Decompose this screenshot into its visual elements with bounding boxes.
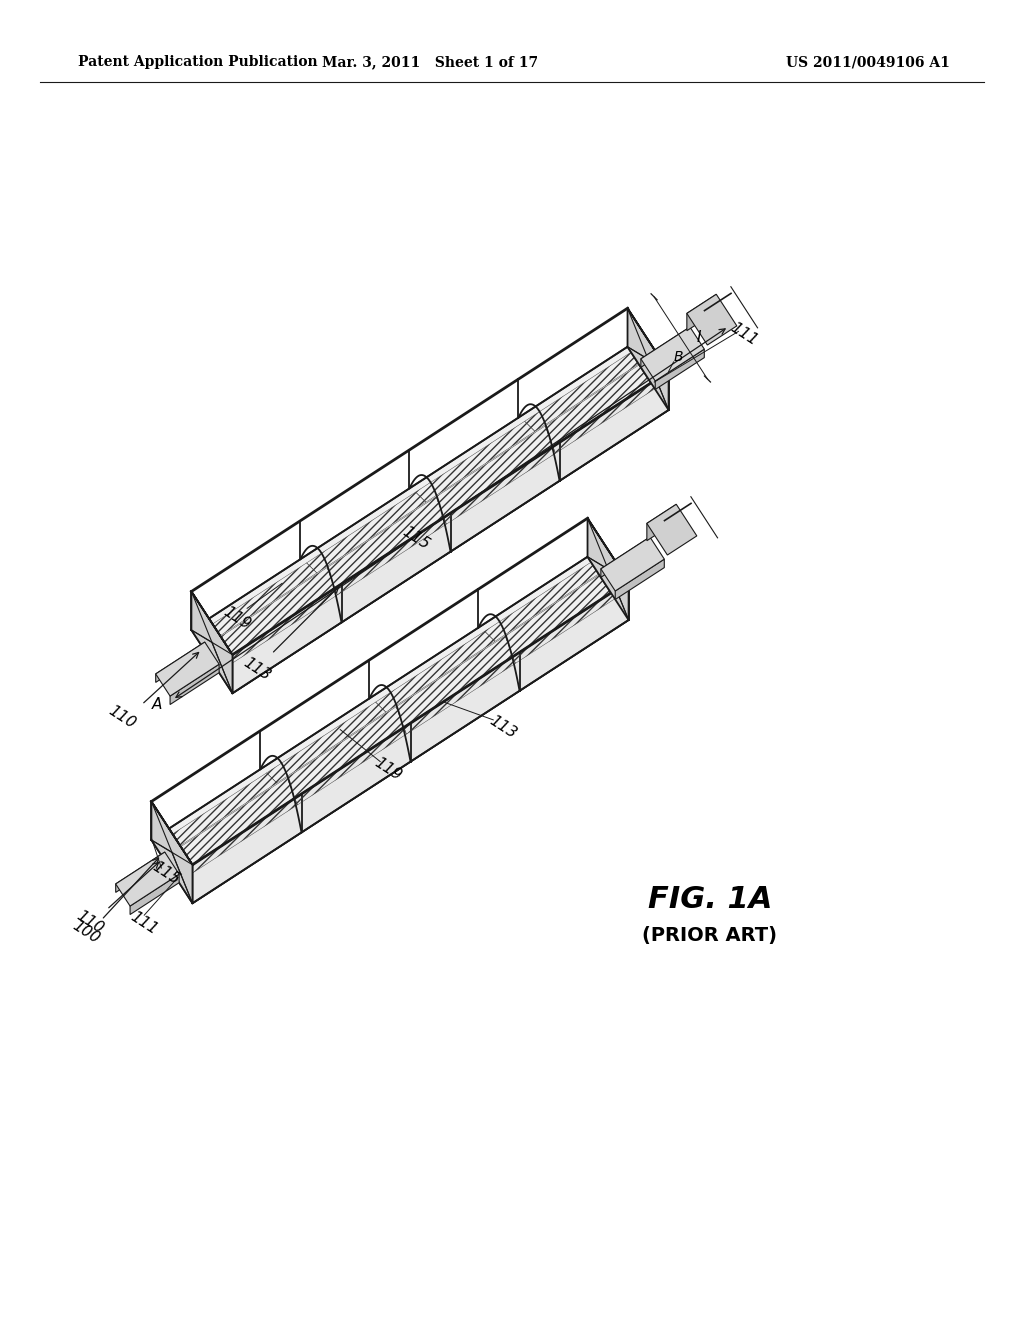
Polygon shape xyxy=(588,519,629,582)
Polygon shape xyxy=(152,801,193,903)
Polygon shape xyxy=(687,294,737,345)
Polygon shape xyxy=(116,853,179,906)
Polygon shape xyxy=(615,560,665,599)
Text: 113: 113 xyxy=(241,655,272,684)
Text: 111: 111 xyxy=(727,321,760,348)
Text: A: A xyxy=(153,697,163,713)
Polygon shape xyxy=(647,504,696,554)
Text: 119: 119 xyxy=(221,605,254,632)
Polygon shape xyxy=(655,348,705,389)
Polygon shape xyxy=(601,537,650,577)
Polygon shape xyxy=(601,537,665,591)
Text: 115: 115 xyxy=(151,859,182,887)
Polygon shape xyxy=(156,642,219,696)
Text: I: I xyxy=(696,330,701,346)
Text: 115: 115 xyxy=(399,524,432,552)
Polygon shape xyxy=(232,371,669,693)
Text: 110: 110 xyxy=(105,704,138,731)
Text: US 2011/0049106 A1: US 2011/0049106 A1 xyxy=(786,55,950,69)
Polygon shape xyxy=(116,853,165,892)
Text: (PRIOR ART): (PRIOR ART) xyxy=(642,925,777,945)
Polygon shape xyxy=(641,327,705,381)
Polygon shape xyxy=(130,874,179,915)
Polygon shape xyxy=(191,591,232,693)
Text: Patent Application Publication: Patent Application Publication xyxy=(78,55,317,69)
Text: 100: 100 xyxy=(70,917,102,946)
Polygon shape xyxy=(687,294,716,331)
Polygon shape xyxy=(193,582,629,903)
Text: Mar. 3, 2011   Sheet 1 of 17: Mar. 3, 2011 Sheet 1 of 17 xyxy=(322,55,538,69)
Polygon shape xyxy=(588,519,629,620)
Polygon shape xyxy=(628,309,669,371)
Polygon shape xyxy=(191,591,232,655)
Text: 111: 111 xyxy=(128,909,161,937)
Polygon shape xyxy=(628,309,669,411)
Text: FIG. 1A: FIG. 1A xyxy=(648,886,772,915)
Polygon shape xyxy=(156,642,205,682)
Text: 110: 110 xyxy=(74,908,106,937)
Polygon shape xyxy=(170,664,219,705)
Text: 119: 119 xyxy=(372,755,404,784)
Text: 113: 113 xyxy=(486,713,519,741)
Polygon shape xyxy=(152,801,193,865)
Text: B: B xyxy=(674,350,683,364)
Polygon shape xyxy=(191,347,669,693)
Polygon shape xyxy=(647,504,676,541)
Polygon shape xyxy=(152,557,629,903)
Polygon shape xyxy=(641,327,690,367)
